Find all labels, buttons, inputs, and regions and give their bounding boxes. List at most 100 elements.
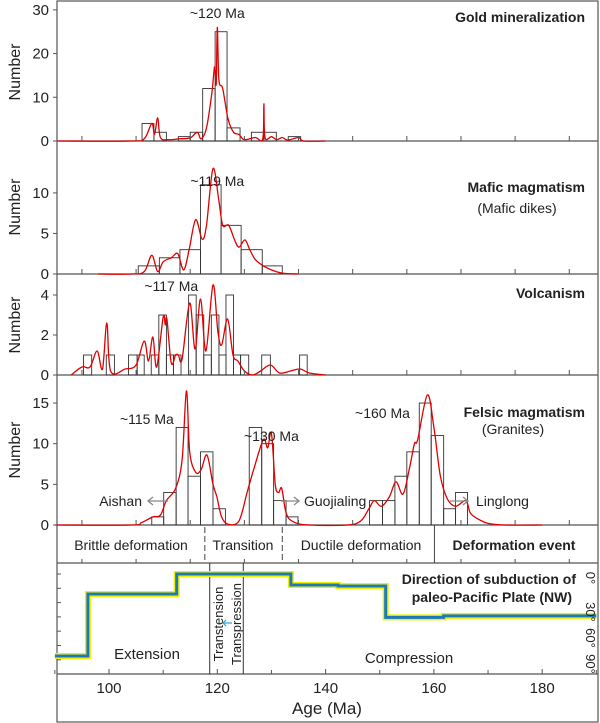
panel-subtitle: (Mafic dikes) bbox=[477, 200, 556, 216]
panel-title: Gold mineralization bbox=[455, 9, 585, 25]
histogram-bar bbox=[187, 475, 201, 526]
y-tick-label: 10 bbox=[32, 436, 49, 453]
y-tick-label: 10 bbox=[32, 89, 49, 106]
regime-label-transtension: Transtension bbox=[211, 587, 226, 662]
regime-label-extension: Extension bbox=[114, 646, 180, 663]
histogram-bar bbox=[443, 508, 457, 526]
deformation-zone-label: Brittle deformation bbox=[74, 537, 188, 553]
y-tick-label: 4 bbox=[41, 287, 49, 304]
histogram-bar bbox=[158, 257, 181, 275]
arrow-left-icon bbox=[146, 496, 168, 506]
histogram-bar bbox=[212, 508, 226, 526]
subduction-title: Direction of subduction of bbox=[402, 571, 577, 587]
y-tick-label: 0 bbox=[41, 517, 49, 534]
deformation-title: Deformation event bbox=[453, 537, 576, 553]
peak-label: ~117 Ma bbox=[144, 278, 198, 294]
y-axis-label: Number bbox=[7, 296, 24, 354]
histogram-bar bbox=[220, 224, 242, 275]
peak-label: ~160 Ma bbox=[355, 405, 410, 421]
pluton-label: Guojialing bbox=[304, 493, 366, 509]
arrow-head bbox=[462, 496, 470, 506]
subduction-direction-line bbox=[54, 572, 597, 658]
angle-label: 90° bbox=[583, 654, 598, 674]
histogram-bar bbox=[261, 443, 275, 526]
y-tick-label: 20 bbox=[32, 46, 49, 63]
kde-curve bbox=[70, 284, 326, 376]
panel-title: Felsic magmatism bbox=[464, 404, 585, 420]
x-tick-label: 120 bbox=[205, 680, 230, 697]
peak-label: ~119 Ma bbox=[190, 173, 244, 189]
peak-label: ~120 Ma bbox=[190, 5, 245, 21]
y-tick-label: 5 bbox=[41, 225, 49, 242]
plot-frame bbox=[56, 0, 599, 723]
histogram-bar bbox=[299, 354, 308, 376]
y-tick-label: 10 bbox=[32, 185, 49, 202]
y-axis-label: Number bbox=[7, 421, 24, 479]
x-tick-label: 100 bbox=[96, 680, 121, 697]
histogram-bar bbox=[263, 131, 277, 142]
panel-title: Mafic magmatism bbox=[468, 179, 585, 195]
deformation-zone-label: Transition bbox=[213, 537, 274, 553]
histogram-bar bbox=[188, 294, 197, 376]
histogram-bar bbox=[394, 475, 408, 526]
angle-label: 30° bbox=[583, 602, 598, 622]
histogram-bar bbox=[226, 127, 241, 142]
arrow-head bbox=[222, 619, 227, 627]
y-tick-label: 0 bbox=[41, 266, 49, 283]
histogram-bar bbox=[163, 492, 177, 526]
y-axis-label: Number bbox=[7, 178, 24, 236]
histogram-bar bbox=[203, 354, 212, 376]
histogram-bar bbox=[136, 354, 145, 376]
y-tick-label: 5 bbox=[41, 476, 49, 493]
arrow-right-icon bbox=[281, 496, 301, 506]
y-tick-label: 0 bbox=[41, 133, 49, 150]
subduction-title: paleo-Pacific Plate (NW) bbox=[412, 589, 572, 605]
arrow-head bbox=[146, 496, 154, 506]
histogram-bar bbox=[200, 451, 214, 526]
regime-label-compression: Compression bbox=[365, 650, 453, 667]
histogram-bar bbox=[214, 31, 228, 142]
x-tick-label: 160 bbox=[421, 680, 446, 697]
angle-label: 60° bbox=[583, 628, 598, 648]
arrow-head bbox=[293, 496, 301, 506]
y-tick-label: 30 bbox=[32, 2, 49, 19]
pluton-label: Linglong bbox=[476, 493, 529, 509]
regime-label-transpression: Transpression bbox=[229, 583, 244, 665]
panel-gold-mineralization bbox=[53, 9, 598, 142]
peak-label: ~130 Ma bbox=[244, 428, 299, 444]
histogram-bar bbox=[105, 354, 115, 376]
histogram-bar bbox=[430, 435, 445, 526]
histogram-bar bbox=[406, 451, 420, 526]
panel-title: Volcanism bbox=[516, 285, 585, 301]
histogram-bar bbox=[240, 249, 263, 275]
x-tick-label: 140 bbox=[313, 680, 338, 697]
y-tick-label: 15 bbox=[32, 395, 49, 412]
pluton-label: Aishan bbox=[99, 493, 142, 509]
panel-volcanism bbox=[53, 284, 598, 376]
histogram-bar bbox=[151, 516, 165, 526]
histogram-bar bbox=[83, 354, 93, 376]
histogram-bar bbox=[225, 294, 234, 376]
histogram-bar bbox=[158, 314, 167, 376]
histogram-bar bbox=[210, 314, 220, 376]
arrow-right-icon bbox=[450, 496, 470, 506]
kde-curve bbox=[98, 167, 299, 275]
deformation-zone-label: Ductile deformation bbox=[301, 537, 422, 553]
histogram-bar bbox=[285, 516, 299, 526]
kde-curve bbox=[57, 26, 326, 142]
arrow-left-icon bbox=[222, 619, 232, 627]
histogram-bar bbox=[153, 131, 167, 142]
panel-mafic-magmatism bbox=[53, 167, 598, 275]
panel-subtitle: (Granites) bbox=[482, 421, 544, 437]
x-tick-label: 180 bbox=[530, 680, 555, 697]
panel-felsic-magmatism bbox=[53, 390, 598, 527]
y-axis-label: Number bbox=[7, 43, 24, 101]
y-tick-label: 0 bbox=[41, 367, 49, 384]
kde-curve bbox=[54, 390, 543, 527]
angle-label: 0° bbox=[583, 572, 598, 584]
histogram-bar bbox=[218, 354, 227, 376]
y-tick-label: 2 bbox=[41, 327, 49, 344]
histogram-bar bbox=[175, 426, 189, 526]
histogram-bar bbox=[261, 265, 283, 275]
